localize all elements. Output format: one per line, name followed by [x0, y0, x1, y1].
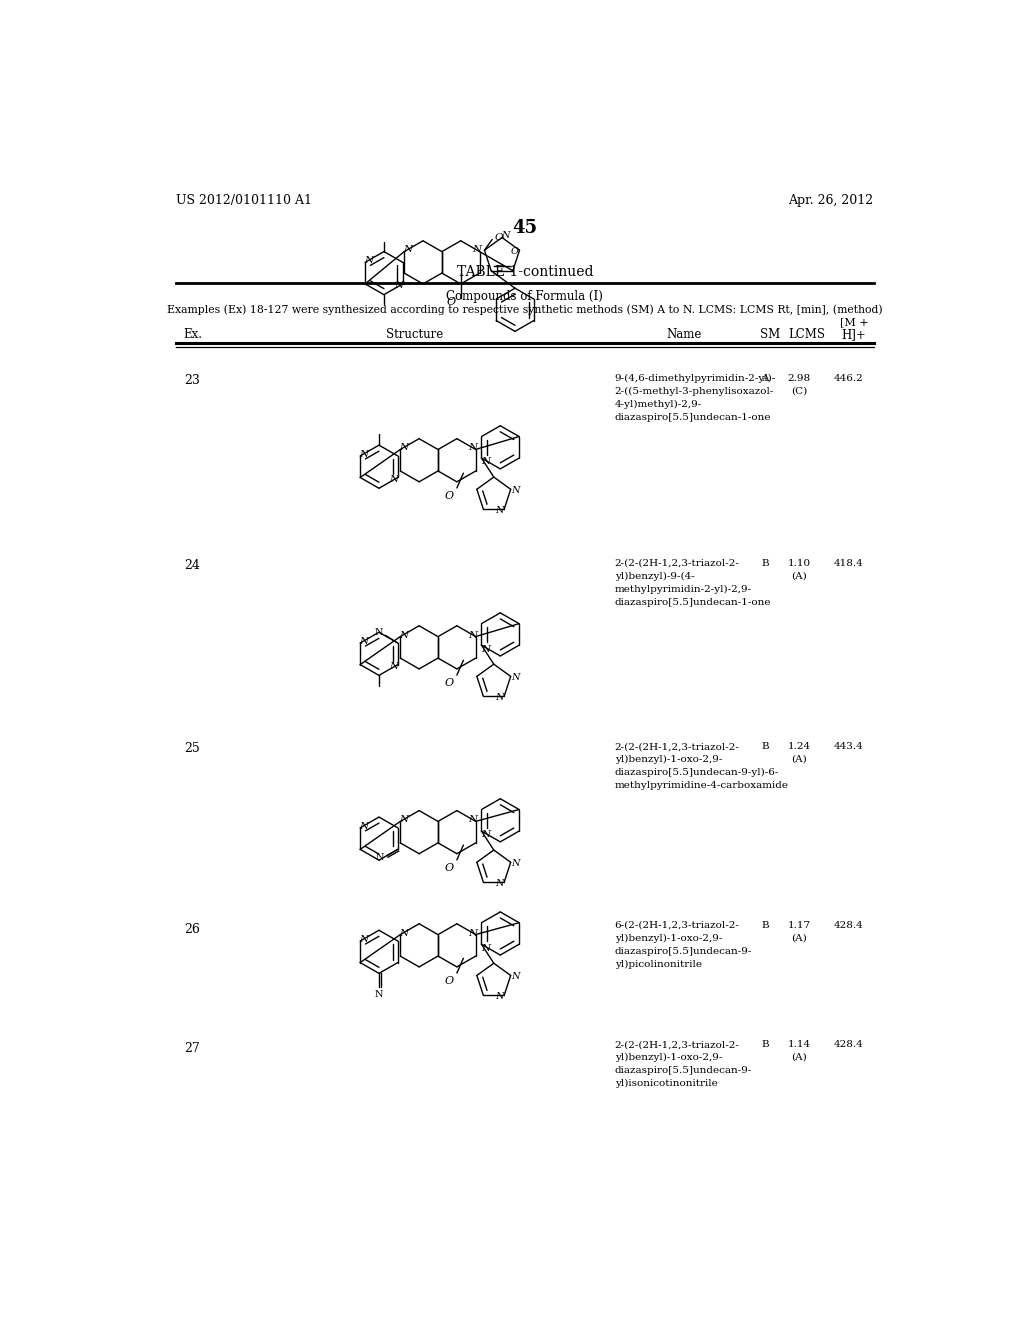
Text: N: N: [359, 935, 369, 944]
Text: TABLE 1-continued: TABLE 1-continued: [457, 265, 593, 280]
Text: 446.2: 446.2: [834, 374, 863, 383]
Text: 2-(2-(2H-1,2,3-triazol-2-
yl)benzyl)-9-(4-
methylpyrimidin-2-yl)-2,9-
diazaspiro: 2-(2-(2H-1,2,3-triazol-2- yl)benzyl)-9-(…: [614, 558, 771, 607]
Text: O: O: [495, 232, 503, 242]
Text: 26: 26: [183, 923, 200, 936]
Text: N: N: [511, 486, 519, 495]
Text: O: O: [444, 491, 454, 500]
Text: 428.4: 428.4: [834, 921, 863, 929]
Text: Name: Name: [667, 329, 702, 342]
Text: 2-(2-(2H-1,2,3-triazol-2-
yl)benzyl)-1-oxo-2,9-
diazaspiro[5.5]undecan-9-yl)-6-
: 2-(2-(2H-1,2,3-triazol-2- yl)benzyl)-1-o…: [614, 742, 788, 789]
Text: SM: SM: [760, 329, 780, 342]
Text: N: N: [481, 458, 489, 466]
Text: 1.10
(A): 1.10 (A): [787, 558, 811, 581]
Text: Compounds of Formula (I): Compounds of Formula (I): [446, 289, 603, 302]
Text: O: O: [444, 677, 454, 688]
Text: 27: 27: [183, 1043, 200, 1056]
Text: 24: 24: [183, 558, 200, 572]
Text: N: N: [502, 231, 510, 240]
Text: N: N: [376, 853, 384, 862]
Text: O: O: [511, 247, 519, 256]
Text: N: N: [359, 450, 369, 459]
Text: Apr. 26, 2012: Apr. 26, 2012: [788, 194, 873, 207]
Text: 2-(2-(2H-1,2,3-triazol-2-
yl)benzyl)-1-oxo-2,9-
diazaspiro[5.5]undecan-9-
yl)iso: 2-(2-(2H-1,2,3-triazol-2- yl)benzyl)-1-o…: [614, 1040, 752, 1088]
Text: N: N: [481, 830, 489, 840]
Text: 1.14
(A): 1.14 (A): [787, 1040, 811, 1061]
Text: N: N: [399, 816, 408, 824]
Text: 1.24
(A): 1.24 (A): [787, 742, 811, 763]
Text: Examples (Ex) 18-127 were synthesized according to respective synthetic methods : Examples (Ex) 18-127 were synthesized ac…: [167, 304, 883, 314]
Text: N: N: [375, 990, 383, 999]
Text: B: B: [761, 742, 769, 751]
Text: N: N: [389, 661, 398, 671]
Text: N: N: [389, 474, 398, 483]
Text: N: N: [511, 673, 519, 682]
Text: B: B: [761, 1040, 769, 1049]
Text: H]+: H]+: [841, 329, 866, 342]
Text: Structure: Structure: [386, 329, 443, 342]
Text: N: N: [472, 244, 481, 253]
Text: N: N: [481, 644, 489, 653]
Text: US 2012/0101110 A1: US 2012/0101110 A1: [176, 194, 312, 207]
Text: O: O: [444, 862, 454, 873]
Text: N: N: [359, 822, 369, 830]
Text: [M +: [M +: [840, 317, 868, 327]
Text: N: N: [511, 973, 519, 982]
Text: 2.98
(C): 2.98 (C): [787, 374, 811, 396]
Text: LCMS: LCMS: [788, 329, 825, 342]
Text: 9-(4,6-dimethylpyrimidin-2-yl)-
2-((5-methyl-3-phenylisoxazol-
4-yl)methyl)-2,9-: 9-(4,6-dimethylpyrimidin-2-yl)- 2-((5-me…: [614, 374, 776, 422]
Text: 428.4: 428.4: [834, 1040, 863, 1049]
Text: A: A: [761, 374, 769, 383]
Text: B: B: [761, 921, 769, 929]
Text: N: N: [468, 816, 477, 824]
Text: B: B: [761, 558, 769, 568]
Text: N: N: [468, 928, 477, 937]
Text: N: N: [402, 244, 412, 253]
Text: N: N: [399, 631, 408, 639]
Text: N: N: [399, 928, 408, 937]
Text: 45: 45: [512, 219, 538, 236]
Text: N: N: [481, 944, 489, 953]
Text: N: N: [511, 859, 519, 869]
Text: N: N: [496, 879, 504, 888]
Text: 1.17
(A): 1.17 (A): [787, 921, 811, 942]
Text: N: N: [496, 506, 504, 515]
Text: O: O: [444, 975, 454, 986]
Text: 6-(2-(2H-1,2,3-triazol-2-
yl)benzyl)-1-oxo-2,9-
diazaspiro[5.5]undecan-9-
yl)pic: 6-(2-(2H-1,2,3-triazol-2- yl)benzyl)-1-o…: [614, 921, 752, 969]
Text: N: N: [496, 693, 504, 702]
Text: N: N: [496, 993, 504, 1002]
Text: N: N: [359, 638, 369, 645]
Text: N: N: [374, 628, 383, 636]
Text: N: N: [399, 444, 408, 453]
Text: 23: 23: [183, 374, 200, 387]
Text: N: N: [394, 281, 403, 290]
Text: N: N: [468, 631, 477, 639]
Text: 443.4: 443.4: [834, 742, 863, 751]
Text: 25: 25: [183, 742, 200, 755]
Text: O: O: [446, 297, 456, 308]
Text: Ex.: Ex.: [183, 329, 203, 342]
Text: N: N: [468, 444, 477, 453]
Text: 418.4: 418.4: [834, 558, 863, 568]
Text: N: N: [365, 256, 374, 265]
